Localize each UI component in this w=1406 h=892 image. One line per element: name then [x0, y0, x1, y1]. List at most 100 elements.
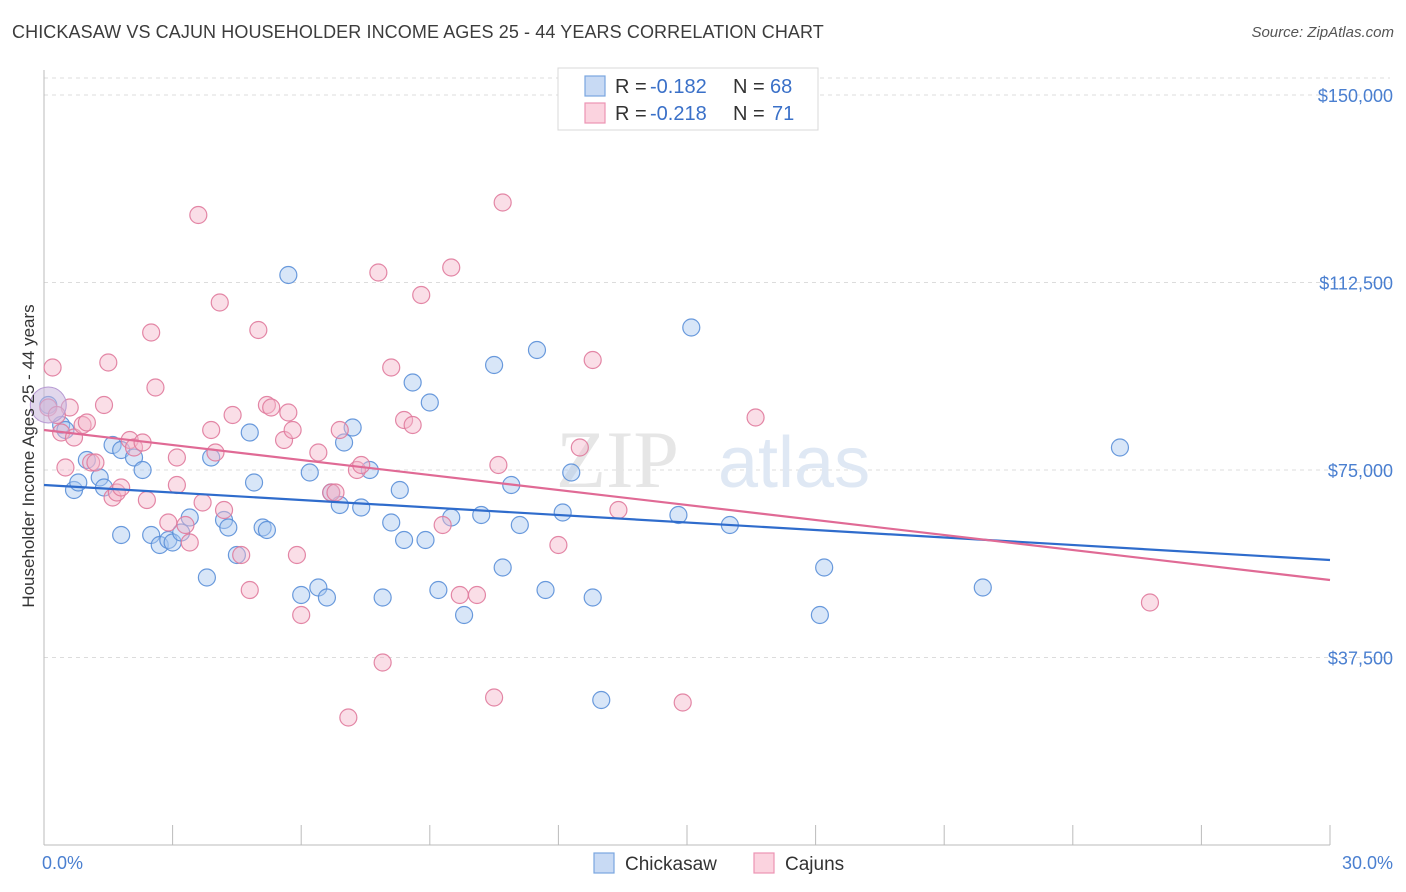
- point-cajuns-27: [202, 420, 221, 440]
- point-cajuns-6: [77, 413, 96, 432]
- watermark-atlas: atlas: [718, 423, 870, 503]
- point-chickasaw-12: [133, 460, 152, 480]
- point-chickasaw-22: [219, 518, 238, 537]
- point-chickasaw-28: [279, 265, 298, 285]
- point-chickasaw-32: [317, 588, 337, 607]
- point-chickasaw-27: [257, 520, 277, 540]
- legend-bottom-label-cajuns: Cajuns: [785, 854, 844, 875]
- point-cajuns-18: [142, 323, 161, 342]
- point-cajuns-30: [214, 500, 234, 520]
- chart-source: Source: ZipAtlas.com: [1251, 24, 1394, 41]
- point-cajuns-40: [287, 545, 307, 565]
- point-cajuns-41: [292, 605, 311, 625]
- point-chickasaw-54: [527, 340, 547, 360]
- legend-bottom-label-chickasaw: Chickasaw: [625, 854, 717, 875]
- y-tick-label-1: $75,000: [1328, 461, 1393, 481]
- legend-r-value-2: -0.218: [650, 103, 707, 125]
- point-cajuns-38: [279, 403, 298, 422]
- point-cajuns-50: [373, 653, 392, 672]
- point-cajuns-59: [485, 688, 504, 707]
- point-chickasaw-45: [420, 393, 439, 412]
- x-tick-labels: 0.0% 30.0%: [42, 853, 1393, 873]
- point-chickasaw-42: [394, 530, 414, 550]
- point-cajuns-21: [167, 448, 186, 467]
- chart-title: CHICKASAW VS CAJUN HOUSEHOLDER INCOME AG…: [12, 22, 824, 42]
- point-cajuns-54: [412, 285, 431, 305]
- point-cajuns-9: [94, 395, 114, 415]
- point-cajuns-25: [189, 205, 208, 225]
- watermark-zip: ZIP: [556, 414, 679, 505]
- point-chickasaw-30: [300, 463, 319, 482]
- point-cajuns-20: [159, 513, 178, 532]
- point-chickasaw-60: [669, 505, 688, 525]
- point-chickasaw-66: [1110, 438, 1130, 457]
- point-cajuns-8: [86, 453, 105, 472]
- point-cajuns-57: [450, 585, 469, 605]
- trend-line-chickasaw: [43, 483, 1331, 562]
- legend-swatch-chickasaw: [584, 75, 606, 97]
- point-chickasaw-57: [562, 463, 581, 482]
- point-chickasaw-50: [485, 355, 504, 375]
- point-chickasaw-23: [227, 545, 246, 565]
- point-cajuns-33: [240, 580, 259, 600]
- point-cajuns-7: [82, 453, 101, 472]
- point-cajuns-64: [583, 350, 602, 370]
- point-chickasaw-4: [69, 473, 88, 492]
- point-cajuns-66: [673, 693, 692, 712]
- point-cajuns-34: [249, 320, 268, 340]
- point-cajuns-19: [146, 378, 165, 397]
- point-chickasaw-49: [472, 505, 491, 525]
- point-cajuns-58: [467, 585, 487, 605]
- point-chickasaw-25: [244, 473, 264, 492]
- point-cajuns-32: [232, 545, 251, 565]
- point-chickasaw-43: [403, 373, 422, 392]
- point-chickasaw-24: [240, 423, 259, 442]
- point-cajuns-42: [309, 443, 328, 462]
- point-chickasaw-53: [510, 515, 529, 535]
- watermark: ZIP atlas: [556, 414, 870, 505]
- legend-r-value-1: -0.182: [650, 76, 707, 98]
- legend-n-label-1: N =: [733, 76, 765, 98]
- point-cajuns-48: [352, 455, 371, 475]
- y-tick-label-0: $37,500: [1328, 649, 1393, 669]
- y-axis-title: Householder Income Ages 25 - 44 years: [19, 304, 38, 607]
- axes: [43, 70, 1331, 846]
- point-cajuns-61: [493, 193, 512, 212]
- legend-bottom-swatch-cajuns: [753, 852, 775, 874]
- legend-swatch-cajuns: [584, 102, 606, 124]
- point-chickasaw-56: [553, 503, 572, 522]
- point-cajuns-26: [193, 493, 212, 512]
- legend-r-label-1: R =: [615, 76, 647, 98]
- point-cajuns-23: [176, 515, 195, 535]
- point-chickasaw-51: [493, 558, 512, 577]
- point-chickasaw-8: [103, 435, 122, 455]
- point-chickasaw-64: [810, 605, 829, 625]
- point-cajuns-44: [326, 483, 345, 502]
- point-cajuns-36: [262, 398, 281, 417]
- y-tick-label-2: $112,500: [1319, 274, 1393, 294]
- point-cajuns-17: [137, 490, 156, 510]
- point-cajuns-13: [112, 478, 131, 497]
- point-cajuns-51: [382, 358, 401, 377]
- point-cajuns-29: [210, 293, 229, 312]
- point-chickasaw-37: [352, 498, 371, 517]
- point-cajuns-15: [124, 438, 144, 457]
- point-chickasaw-40: [382, 513, 401, 532]
- point-cajuns-31: [223, 405, 242, 425]
- point-chickasaw-55: [536, 580, 555, 600]
- point-cajuns-62: [549, 535, 568, 555]
- point-cajuns-0: [43, 358, 62, 377]
- point-chickasaw-39: [373, 588, 392, 607]
- x-tick-label-0: 0.0%: [42, 853, 83, 873]
- point-cajuns-22: [167, 475, 186, 495]
- point-cajuns-10: [99, 353, 118, 372]
- trend-line-cajuns: [43, 428, 1331, 582]
- point-cajuns-45: [330, 420, 349, 440]
- trend-lines: [43, 428, 1331, 582]
- point-chickasaw-11: [124, 448, 144, 467]
- series-cajuns: [29, 193, 1160, 727]
- point-cajuns-63: [570, 438, 589, 457]
- point-chickasaw-61: [682, 318, 701, 337]
- legend-top: R = -0.182 N = 68 R = -0.218 N = 71: [557, 67, 819, 131]
